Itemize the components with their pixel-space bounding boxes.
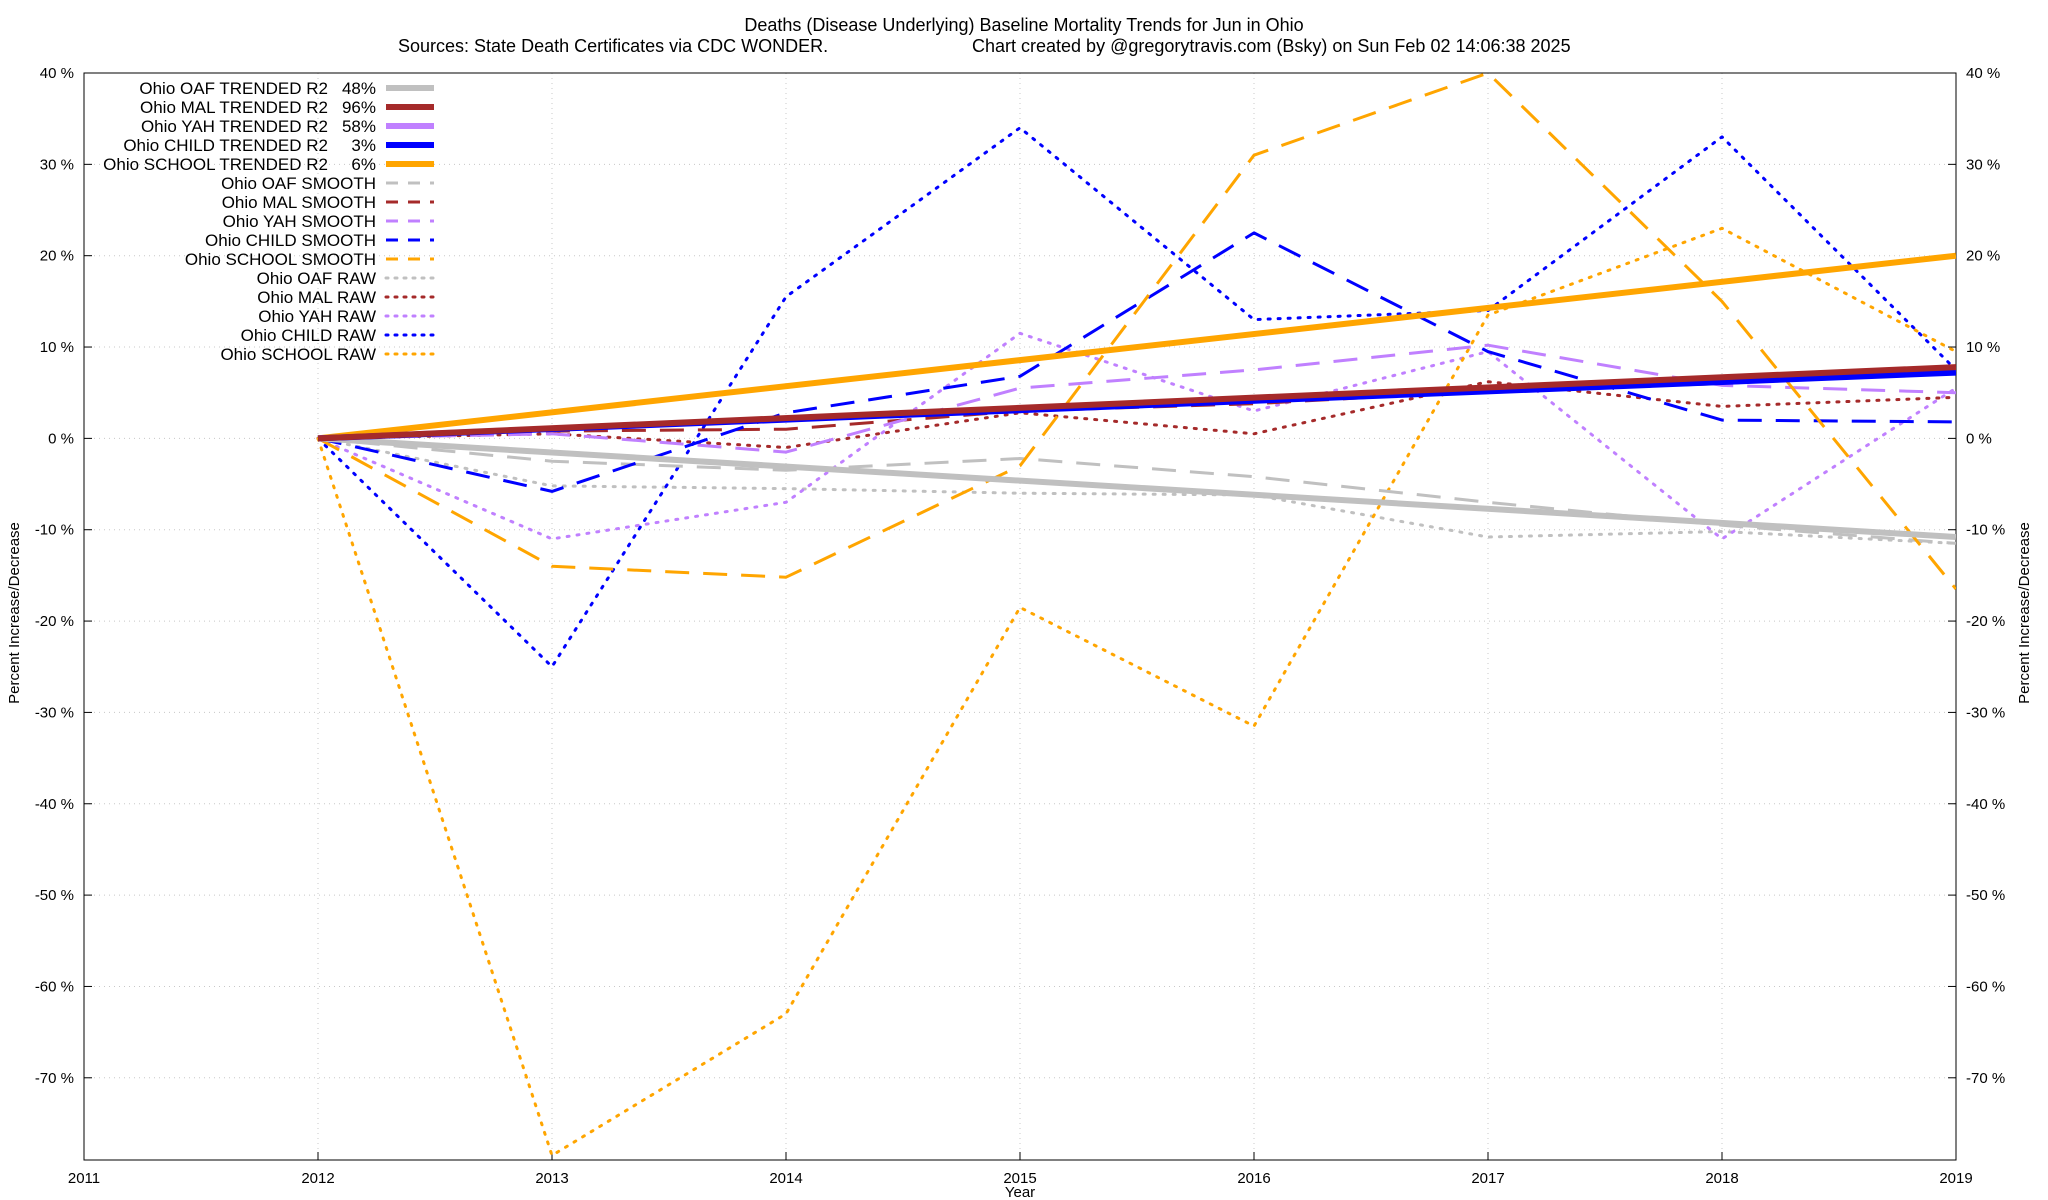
series-line-ohio-yah-smooth	[317, 343, 1956, 454]
y-axis-label-left: Percent Increase/Decrease	[6, 522, 23, 704]
legend-label: Ohio YAH RAW	[258, 307, 376, 326]
y-tick-label: 20 %	[40, 248, 74, 265]
legend-label: Ohio SCHOOL RAW	[220, 345, 376, 364]
legend-label: Ohio MAL RAW	[257, 288, 376, 307]
x-axis-label: Year	[1005, 1184, 1035, 1200]
legend-label: Ohio CHILD TRENDED R2	[123, 136, 328, 155]
legend-entry: Ohio YAH RAW	[258, 307, 436, 326]
grid-layer	[83, 72, 1957, 1160]
y2-tick-label: -50 %	[1966, 887, 2005, 904]
legend-r2: 6%	[351, 155, 376, 174]
legend-label: Ohio YAH TRENDED R2	[141, 117, 328, 136]
x-tick-label: 2011	[68, 1170, 100, 1187]
y-tick-label: -10 %	[35, 522, 74, 539]
title-block: Deaths (Disease Underlying) Baseline Mor…	[398, 15, 1571, 56]
x-tick-label: 2013	[535, 1170, 568, 1187]
chart-subtitle-left: Sources: State Death Certificates via CD…	[398, 36, 828, 56]
x-tick-label: 2016	[1237, 1170, 1270, 1187]
series-layer	[316, 73, 1956, 1157]
y2-tick-label: 30 %	[1966, 156, 2000, 173]
legend-entry: Ohio CHILD SMOOTH	[205, 231, 434, 250]
legend-entry: Ohio YAH TRENDED R2 58%	[141, 117, 434, 136]
legend-r2: 58%	[342, 117, 376, 136]
y2-tick-label: -20 %	[1966, 613, 2005, 630]
y-tick-label: -70 %	[35, 1070, 74, 1087]
x-tick-label: 2014	[769, 1170, 802, 1187]
y-tick-label: -20 %	[35, 613, 74, 630]
legend-entry: Ohio SCHOOL RAW	[220, 345, 436, 364]
legend-label: Ohio SCHOOL SMOOTH	[185, 250, 376, 269]
y2-tick-label: -60 %	[1966, 978, 2005, 995]
y2-tick-label: -70 %	[1966, 1070, 2005, 1087]
legend-label: Ohio CHILD RAW	[241, 326, 376, 345]
legend-entry: Ohio CHILD RAW	[241, 326, 436, 345]
series-line-ohio-school-raw	[316, 226, 1956, 1157]
y2-tick-label: -30 %	[1966, 704, 2005, 721]
legend-entry: Ohio SCHOOL SMOOTH	[185, 250, 434, 269]
x-tick-label: 2019	[1939, 1170, 1972, 1187]
y2-tick-label: -10 %	[1966, 522, 2005, 539]
y-tick-label: -60 %	[35, 978, 74, 995]
legend-r2: 48%	[342, 79, 376, 98]
y-tick-label: -40 %	[35, 796, 74, 813]
y2-tick-label: 40 %	[1966, 65, 2000, 82]
chart-subtitle-right: Chart created by @gregorytravis.com (Bsk…	[972, 36, 1571, 56]
legend-entry: Ohio SCHOOL TRENDED R2 6%	[103, 155, 434, 174]
y2-tick-label: -40 %	[1966, 796, 2005, 813]
ticks-layer: 40 % 40 % 30 % 30 % 20 % 20 % 10 % 10 % 0 % 0 % -1…	[35, 65, 2005, 1187]
series-line-ohio-school-trended-r2	[317, 252, 1956, 442]
legend-entry: Ohio CHILD TRENDED R2 3%	[123, 136, 434, 155]
x-tick-label: 2017	[1471, 1170, 1504, 1187]
legend-label: Ohio CHILD SMOOTH	[205, 231, 376, 250]
series-line-ohio-mal-raw	[316, 380, 1956, 449]
legend-r2: 96%	[342, 98, 376, 117]
series-line-ohio-mal-trended-r2	[317, 364, 1956, 442]
y-tick-label: 0 %	[48, 430, 74, 447]
legend-label: Ohio YAH SMOOTH	[223, 212, 376, 231]
series-line-ohio-oaf-trended-r2	[317, 435, 1956, 540]
series-line-ohio-school-smooth	[317, 73, 1956, 591]
x-tick-label: 2012	[301, 1170, 334, 1187]
chart-title: Deaths (Disease Underlying) Baseline Mor…	[744, 15, 1303, 35]
y-tick-label: 30 %	[40, 156, 74, 173]
legend-label: Ohio SCHOOL TRENDED R2	[103, 155, 328, 174]
legend-entry: Ohio MAL SMOOTH	[222, 193, 434, 212]
y-tick-label: 40 %	[40, 65, 74, 82]
legend-label: Ohio MAL SMOOTH	[222, 193, 376, 212]
legend-label: Ohio MAL TRENDED R2	[140, 98, 328, 117]
legend-entry: Ohio OAF SMOOTH	[221, 174, 434, 193]
y-axis-label-right: Percent Increase/Decrease	[2016, 522, 2033, 704]
legend-label: Ohio OAF RAW	[257, 269, 376, 288]
y2-tick-label: 0 %	[1966, 430, 1992, 447]
legend-label: Ohio OAF TRENDED R2	[139, 79, 328, 98]
series-line-ohio-child-smooth	[317, 231, 1956, 493]
legend-entry: Ohio MAL TRENDED R2 96%	[140, 98, 434, 117]
y2-tick-label: 10 %	[1966, 339, 2000, 356]
legend: Ohio OAF TRENDED R2 48%Ohio MAL TRENDED R…	[103, 79, 436, 364]
x-tick-label: 2018	[1705, 1170, 1738, 1187]
x-tick-label: 2015	[1003, 1170, 1036, 1187]
legend-entry: Ohio OAF TRENDED R2 48%	[139, 79, 434, 98]
legend-r2: 3%	[351, 136, 376, 155]
legend-entry: Ohio MAL RAW	[257, 288, 436, 307]
legend-entry: Ohio YAH SMOOTH	[223, 212, 434, 231]
legend-entry: Ohio OAF RAW	[257, 269, 436, 288]
y-tick-label: -30 %	[35, 704, 74, 721]
series-line-ohio-yah-raw	[316, 331, 1956, 541]
legend-label: Ohio OAF SMOOTH	[221, 174, 376, 193]
y-tick-label: -50 %	[35, 887, 74, 904]
series-line-ohio-child-raw	[316, 126, 1956, 669]
y2-tick-label: 20 %	[1966, 248, 2000, 265]
y-tick-label: 10 %	[40, 339, 74, 356]
